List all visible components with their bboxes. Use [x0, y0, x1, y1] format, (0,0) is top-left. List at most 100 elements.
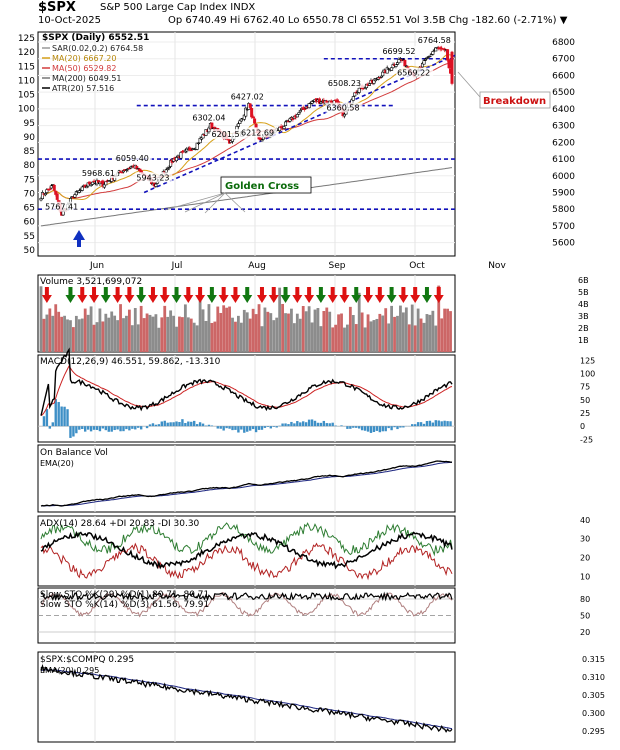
candle-body: [357, 87, 361, 93]
volume-bar: [69, 320, 72, 352]
volume-bar: [86, 314, 90, 352]
ratio-tick-label: 0.300: [582, 709, 605, 718]
green-arrow-icon: [136, 287, 147, 303]
sto-slow-line: [40, 591, 453, 602]
volume-bar: [142, 318, 146, 352]
symbol-title: $SPX: [38, 0, 76, 15]
volume-bar: [369, 321, 373, 352]
ratio-legend: EMA(20) 0.295: [40, 666, 99, 675]
macd-histogram-bar: [51, 422, 54, 427]
macd-histogram-bar: [413, 424, 417, 427]
price-annotation: 6360.58: [326, 104, 359, 113]
volume-bar: [275, 317, 279, 352]
macd-histogram-bar: [139, 426, 143, 430]
red-arrow-icon: [218, 287, 229, 303]
volume-bar: [181, 317, 184, 352]
macd-histogram-bar: [184, 422, 187, 427]
month-label: Oct: [409, 261, 425, 271]
volume-bar: [154, 314, 158, 352]
candle-body: [80, 186, 84, 191]
volume-bar: [404, 307, 408, 352]
ratio-tick-label: 0.310: [582, 673, 605, 682]
volume-bar: [183, 304, 187, 352]
price-annotation: 6212.69: [241, 128, 274, 137]
sto-tick-label: 50: [580, 612, 590, 621]
volume-bar: [295, 313, 299, 352]
volume-bar: [401, 312, 405, 352]
macd-histogram-bar: [243, 426, 246, 433]
candle-body: [353, 92, 357, 97]
volume-bar: [313, 309, 317, 352]
annotation-bg: [114, 152, 152, 163]
macd-histogram-bar: [304, 422, 308, 427]
red-arrow-icon: [77, 287, 88, 303]
volume-bar: [210, 322, 214, 352]
volume-bar: [101, 321, 105, 352]
macd-histogram-bar: [92, 426, 96, 430]
volume-bar: [393, 316, 396, 352]
macd-histogram-bar: [75, 426, 78, 434]
volume-bar: [434, 325, 438, 352]
price-tick-label: 6000: [552, 172, 575, 182]
volume-bar: [163, 305, 167, 352]
volume-bar: [77, 319, 81, 352]
volume-bar: [92, 324, 96, 352]
macd-histogram-bar: [204, 425, 208, 427]
volume-bar: [151, 316, 155, 352]
candle-body: [204, 129, 208, 136]
volume-bar: [219, 312, 223, 352]
volume-bar: [287, 313, 290, 352]
left-tick-label: 100: [18, 105, 35, 115]
ohlc-summary: Op 6740.49 Hi 6762.40 Lo 6550.78 Cl 6552…: [168, 15, 568, 26]
price-panel: [37, 31, 456, 257]
volume-bar: [399, 305, 402, 352]
volume-bar: [325, 307, 329, 352]
macd-histogram-bar: [425, 420, 429, 427]
volume-bar: [390, 305, 394, 352]
volume-bar: [407, 324, 411, 352]
macd-histogram-bar: [340, 425, 343, 427]
volume-bar: [366, 314, 370, 352]
price-tick-label: 6400: [552, 105, 575, 115]
red-arrow-icon: [89, 287, 100, 303]
price-tick-label: 6800: [552, 38, 575, 48]
volume-bar: [328, 311, 332, 352]
volume-bar: [310, 322, 314, 352]
macd-histogram-bar: [346, 426, 349, 429]
mdi-line: [40, 542, 453, 581]
volume-bar: [113, 315, 117, 352]
sto-title: Slow STO %K(29) %D(1) 80.71, 80.71: [40, 590, 209, 600]
candle-body: [307, 103, 311, 109]
candle-body: [175, 157, 179, 162]
volume-bar: [372, 320, 376, 352]
volume-bar: [239, 322, 243, 352]
macd-histogram-bar: [201, 423, 205, 427]
volume-bar: [387, 323, 391, 352]
macd-histogram-bar: [393, 426, 396, 428]
red-arrow-icon: [410, 287, 421, 303]
left-tick-label: 55: [24, 232, 35, 242]
volume-bar: [127, 309, 131, 352]
golden-cross-box: [220, 176, 312, 194]
sto-tick-label: 80: [580, 595, 590, 604]
macd-histogram-bar: [128, 426, 131, 431]
candle-body: [139, 170, 143, 173]
candle-body: [295, 114, 299, 118]
macd-histogram-bar: [411, 424, 414, 427]
volume-bar: [45, 314, 49, 352]
candle-body: [282, 126, 286, 129]
annotation-bg: [416, 35, 454, 46]
macd-histogram-bar: [222, 426, 225, 431]
macd-histogram-bar: [216, 426, 219, 429]
candle-body: [284, 121, 288, 126]
obv-line: [40, 460, 453, 507]
macd-histogram-bar: [296, 421, 299, 427]
volume-bar: [66, 319, 69, 352]
volume-bar: [116, 320, 120, 352]
macd-panel: [37, 354, 456, 443]
candle-body: [385, 67, 389, 74]
golden-cross-pointer: [184, 192, 226, 213]
macd-histogram-bar: [449, 421, 452, 427]
candle-body: [379, 75, 383, 78]
red-arrow-icon: [147, 287, 158, 303]
